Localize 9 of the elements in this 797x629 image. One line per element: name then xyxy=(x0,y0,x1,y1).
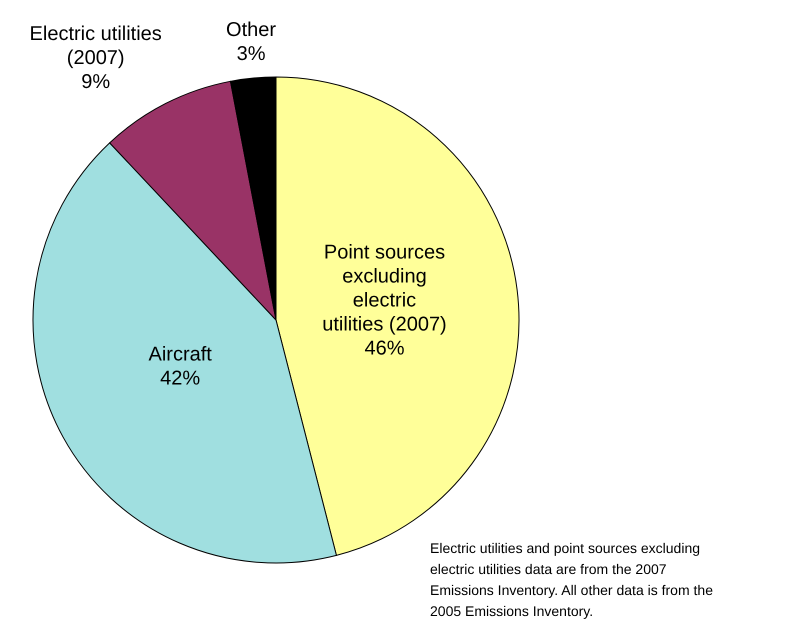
data-label: 3% xyxy=(236,43,266,66)
data-label: 46% xyxy=(364,337,405,360)
slice-label: Other xyxy=(226,19,276,42)
slice-label: Point sources excluding electric utilities (2007) xyxy=(322,241,447,336)
text: Electric utilities and point sources excluding electric utilities data are from the 2007 Emissions Inventory. All other data is from the 2005 Emissions Inventory. xyxy=(430,540,714,619)
data-label: 42% xyxy=(160,368,200,390)
slice-label: Aircraft xyxy=(148,344,212,366)
slice-label: Electric utilities (2007) xyxy=(30,22,162,69)
data-label: 9% xyxy=(81,70,110,93)
